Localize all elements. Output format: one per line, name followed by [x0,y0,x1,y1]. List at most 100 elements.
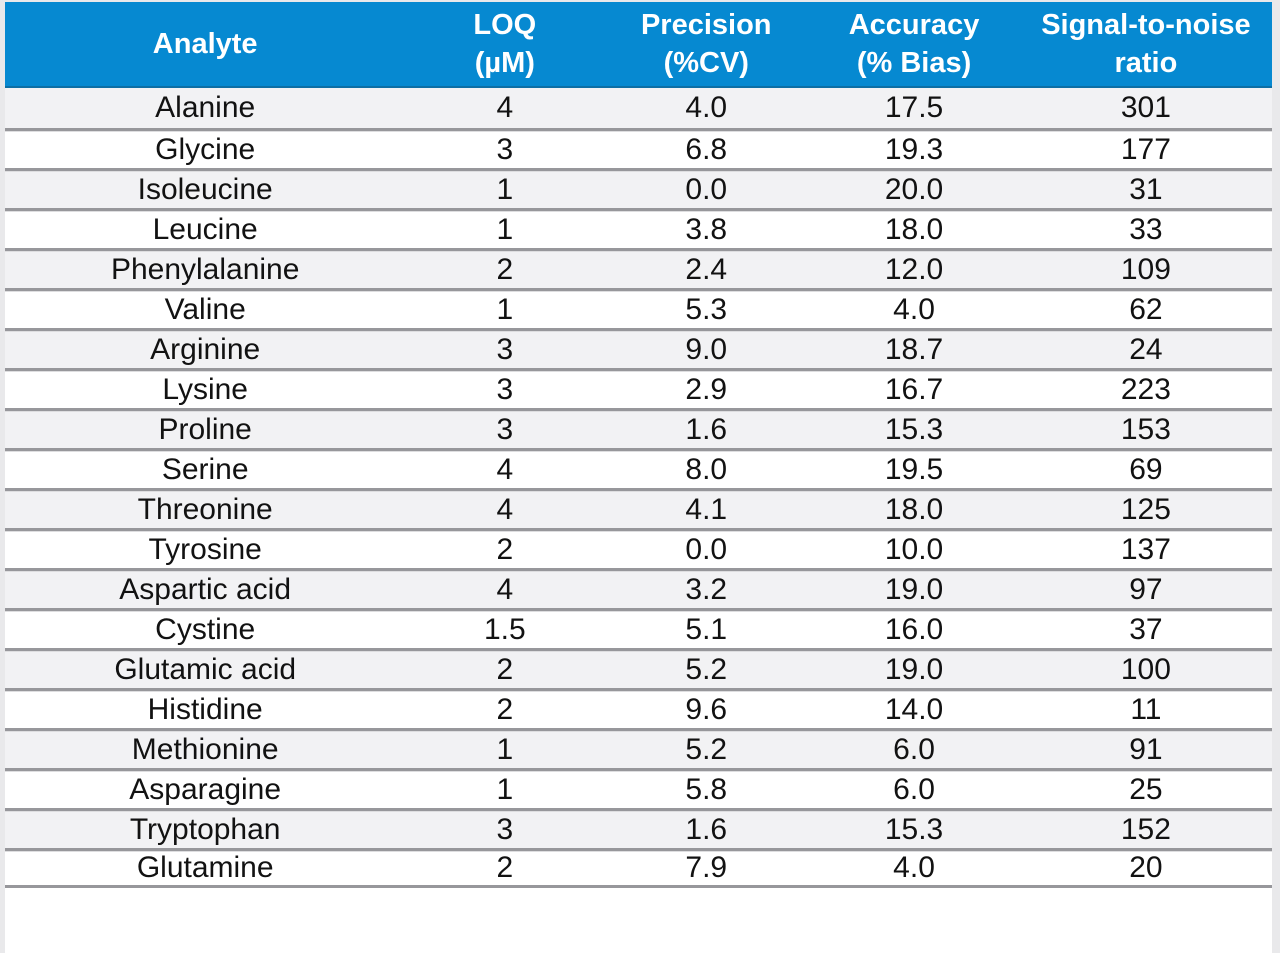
analyte-cell: Valine [5,288,406,328]
accuracy-cell: 4.0 [808,288,1020,328]
precision-cell: 2.4 [604,248,809,288]
signal-to-noise-cell: 97 [1019,568,1272,608]
accuracy-cell: 14.0 [808,688,1020,728]
signal-to-noise-cell: 301 [1120,91,1171,124]
precision-cell: 4.1 [604,488,809,528]
table-row: Tryptophan 3 1.6 15.3 152 [5,808,1272,848]
accuracy-cell: 17.5 [884,91,944,124]
precision-cell: 5.3 [604,288,809,328]
analyte-cell: Alanine [155,91,256,124]
accuracy-cell: 10.0 [808,528,1020,568]
accuracy-cell: 18.7 [808,328,1020,368]
table-row: Valine 1 5.3 4.0 62 [5,288,1272,328]
precision-cell: 5.2 [604,728,809,768]
signal-to-noise-cell: 125 [1019,488,1272,528]
table-row: Histidine 2 9.6 14.0 11 [5,688,1272,728]
col-header-label: Accuracy [848,8,980,41]
table-row: Tyrosine 2 0.0 10.0 137 [5,528,1272,568]
precision-cell: 9.0 [604,328,809,368]
precision-cell: 2.9 [604,368,809,408]
loq-cell: 4 [405,568,605,608]
accuracy-cell: 6.0 [808,768,1020,808]
precision-cell: 6.8 [604,128,809,168]
signal-to-noise-cell: 62 [1019,288,1272,328]
analyte-cell: Aspartic acid [5,568,406,608]
accuracy-cell: 18.0 [808,488,1020,528]
analyte-cell: Glycine [5,128,406,168]
loq-cell: 2 [405,688,605,728]
analyte-cell: Cystine [5,608,406,648]
accuracy-cell: 19.3 [808,128,1020,168]
precision-cell: 3.8 [604,208,809,248]
analyte-cell: Threonine [5,488,406,528]
signal-to-noise-cell: 109 [1019,248,1272,288]
analyte-cell: Leucine [5,208,406,248]
col-header-analyte: Analyte [5,2,406,88]
table-container: Analyte LOQ (µM) Precision (%CV) Accurac… [5,2,1272,953]
loq-cell: 4 [496,91,514,124]
table-row: Asparagine 1 5.8 6.0 25 [5,768,1272,808]
analyte-cell: Lysine [5,368,406,408]
accuracy-cell: 18.0 [808,208,1020,248]
accuracy-cell: 15.3 [808,808,1020,848]
analyte-cell: Tryptophan [5,808,406,848]
precision-cell: 5.8 [604,768,809,808]
table-row: Phenylalanine 2 2.4 12.0 109 [5,248,1272,288]
table-row: Threonine 4 4.1 18.0 125 [5,488,1272,528]
loq-cell: 3 [405,128,605,168]
accuracy-cell: 19.0 [808,568,1020,608]
loq-cell: 3 [405,408,605,448]
loq-cell: 4 [405,488,605,528]
table-row: Glutamic acid 2 5.2 19.0 100 [5,648,1272,688]
col-header-loq: LOQ (µM) [405,2,605,88]
signal-to-noise-cell: 31 [1019,168,1272,208]
precision-cell: 9.6 [604,688,809,728]
loq-cell: 4 [405,448,605,488]
loq-cell: 1 [405,168,605,208]
loq-cell: 1 [405,768,605,808]
accuracy-cell: 16.7 [808,368,1020,408]
signal-to-noise-cell: 177 [1019,128,1272,168]
signal-to-noise-cell: 33 [1019,208,1272,248]
precision-cell: 0.0 [604,528,809,568]
analyte-cell: Histidine [5,688,406,728]
col-header-label: Analyte [152,27,258,60]
table-row: Serine 4 8.0 19.5 69 [5,448,1272,488]
signal-to-noise-cell: 11 [1019,688,1272,728]
analyte-cell: Tyrosine [5,528,406,568]
analyte-cell: Proline [5,408,406,448]
loq-cell: 2 [405,248,605,288]
signal-to-noise-cell: 91 [1019,728,1272,768]
col-header-sublabel: (%CV) [663,47,749,79]
col-header-sublabel: (µM) [474,47,535,79]
precision-cell: 3.2 [604,568,809,608]
signal-to-noise-cell: 100 [1019,648,1272,688]
table-row: Glutamine 2 7.9 4.0 20 [5,848,1272,888]
loq-cell: 3 [405,808,605,848]
analyte-cell: Serine [5,448,406,488]
loq-cell: 3 [405,328,605,368]
precision-cell: 4.0 [685,91,728,124]
signal-to-noise-cell: 24 [1019,328,1272,368]
analyte-cell: Glutamine [5,848,406,888]
table-row: Cystine 1.5 5.1 16.0 37 [5,608,1272,648]
accuracy-cell: 20.0 [808,168,1020,208]
signal-to-noise-cell: 69 [1019,448,1272,488]
signal-to-noise-cell: 153 [1019,408,1272,448]
table-row: Proline 3 1.6 15.3 153 [5,408,1272,448]
analyte-cell: Arginine [5,328,406,368]
analyte-validation-table: Analyte LOQ (µM) Precision (%CV) Accurac… [5,2,1272,888]
col-header-signal-to-noise: Signal-to-noise ratio [1019,2,1272,88]
loq-cell: 1.5 [405,608,605,648]
signal-to-noise-cell: 223 [1019,368,1272,408]
col-header-accuracy: Accuracy (% Bias) [808,2,1020,88]
accuracy-cell: 19.5 [808,448,1020,488]
table-row: Leucine 1 3.8 18.0 33 [5,208,1272,248]
header-row: Analyte LOQ (µM) Precision (%CV) Accurac… [5,2,1272,88]
loq-cell: 3 [405,368,605,408]
accuracy-cell: 15.3 [808,408,1020,448]
loq-cell: 1 [405,208,605,248]
signal-to-noise-cell: 137 [1019,528,1272,568]
table-row: Aspartic acid 4 3.2 19.0 97 [5,568,1272,608]
